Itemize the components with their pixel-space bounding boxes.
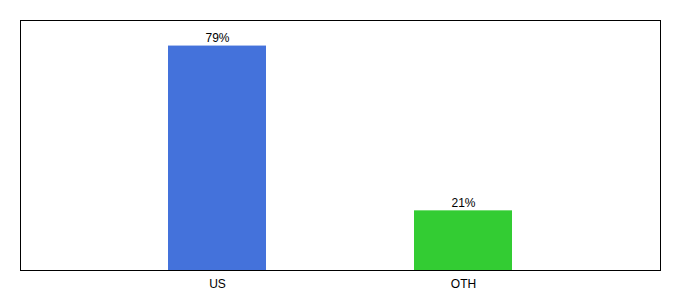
svg-text:79%: 79% xyxy=(205,31,229,45)
svg-text:OTH: OTH xyxy=(451,277,476,291)
svg-text:21%: 21% xyxy=(451,196,475,210)
svg-text:US: US xyxy=(209,277,226,291)
